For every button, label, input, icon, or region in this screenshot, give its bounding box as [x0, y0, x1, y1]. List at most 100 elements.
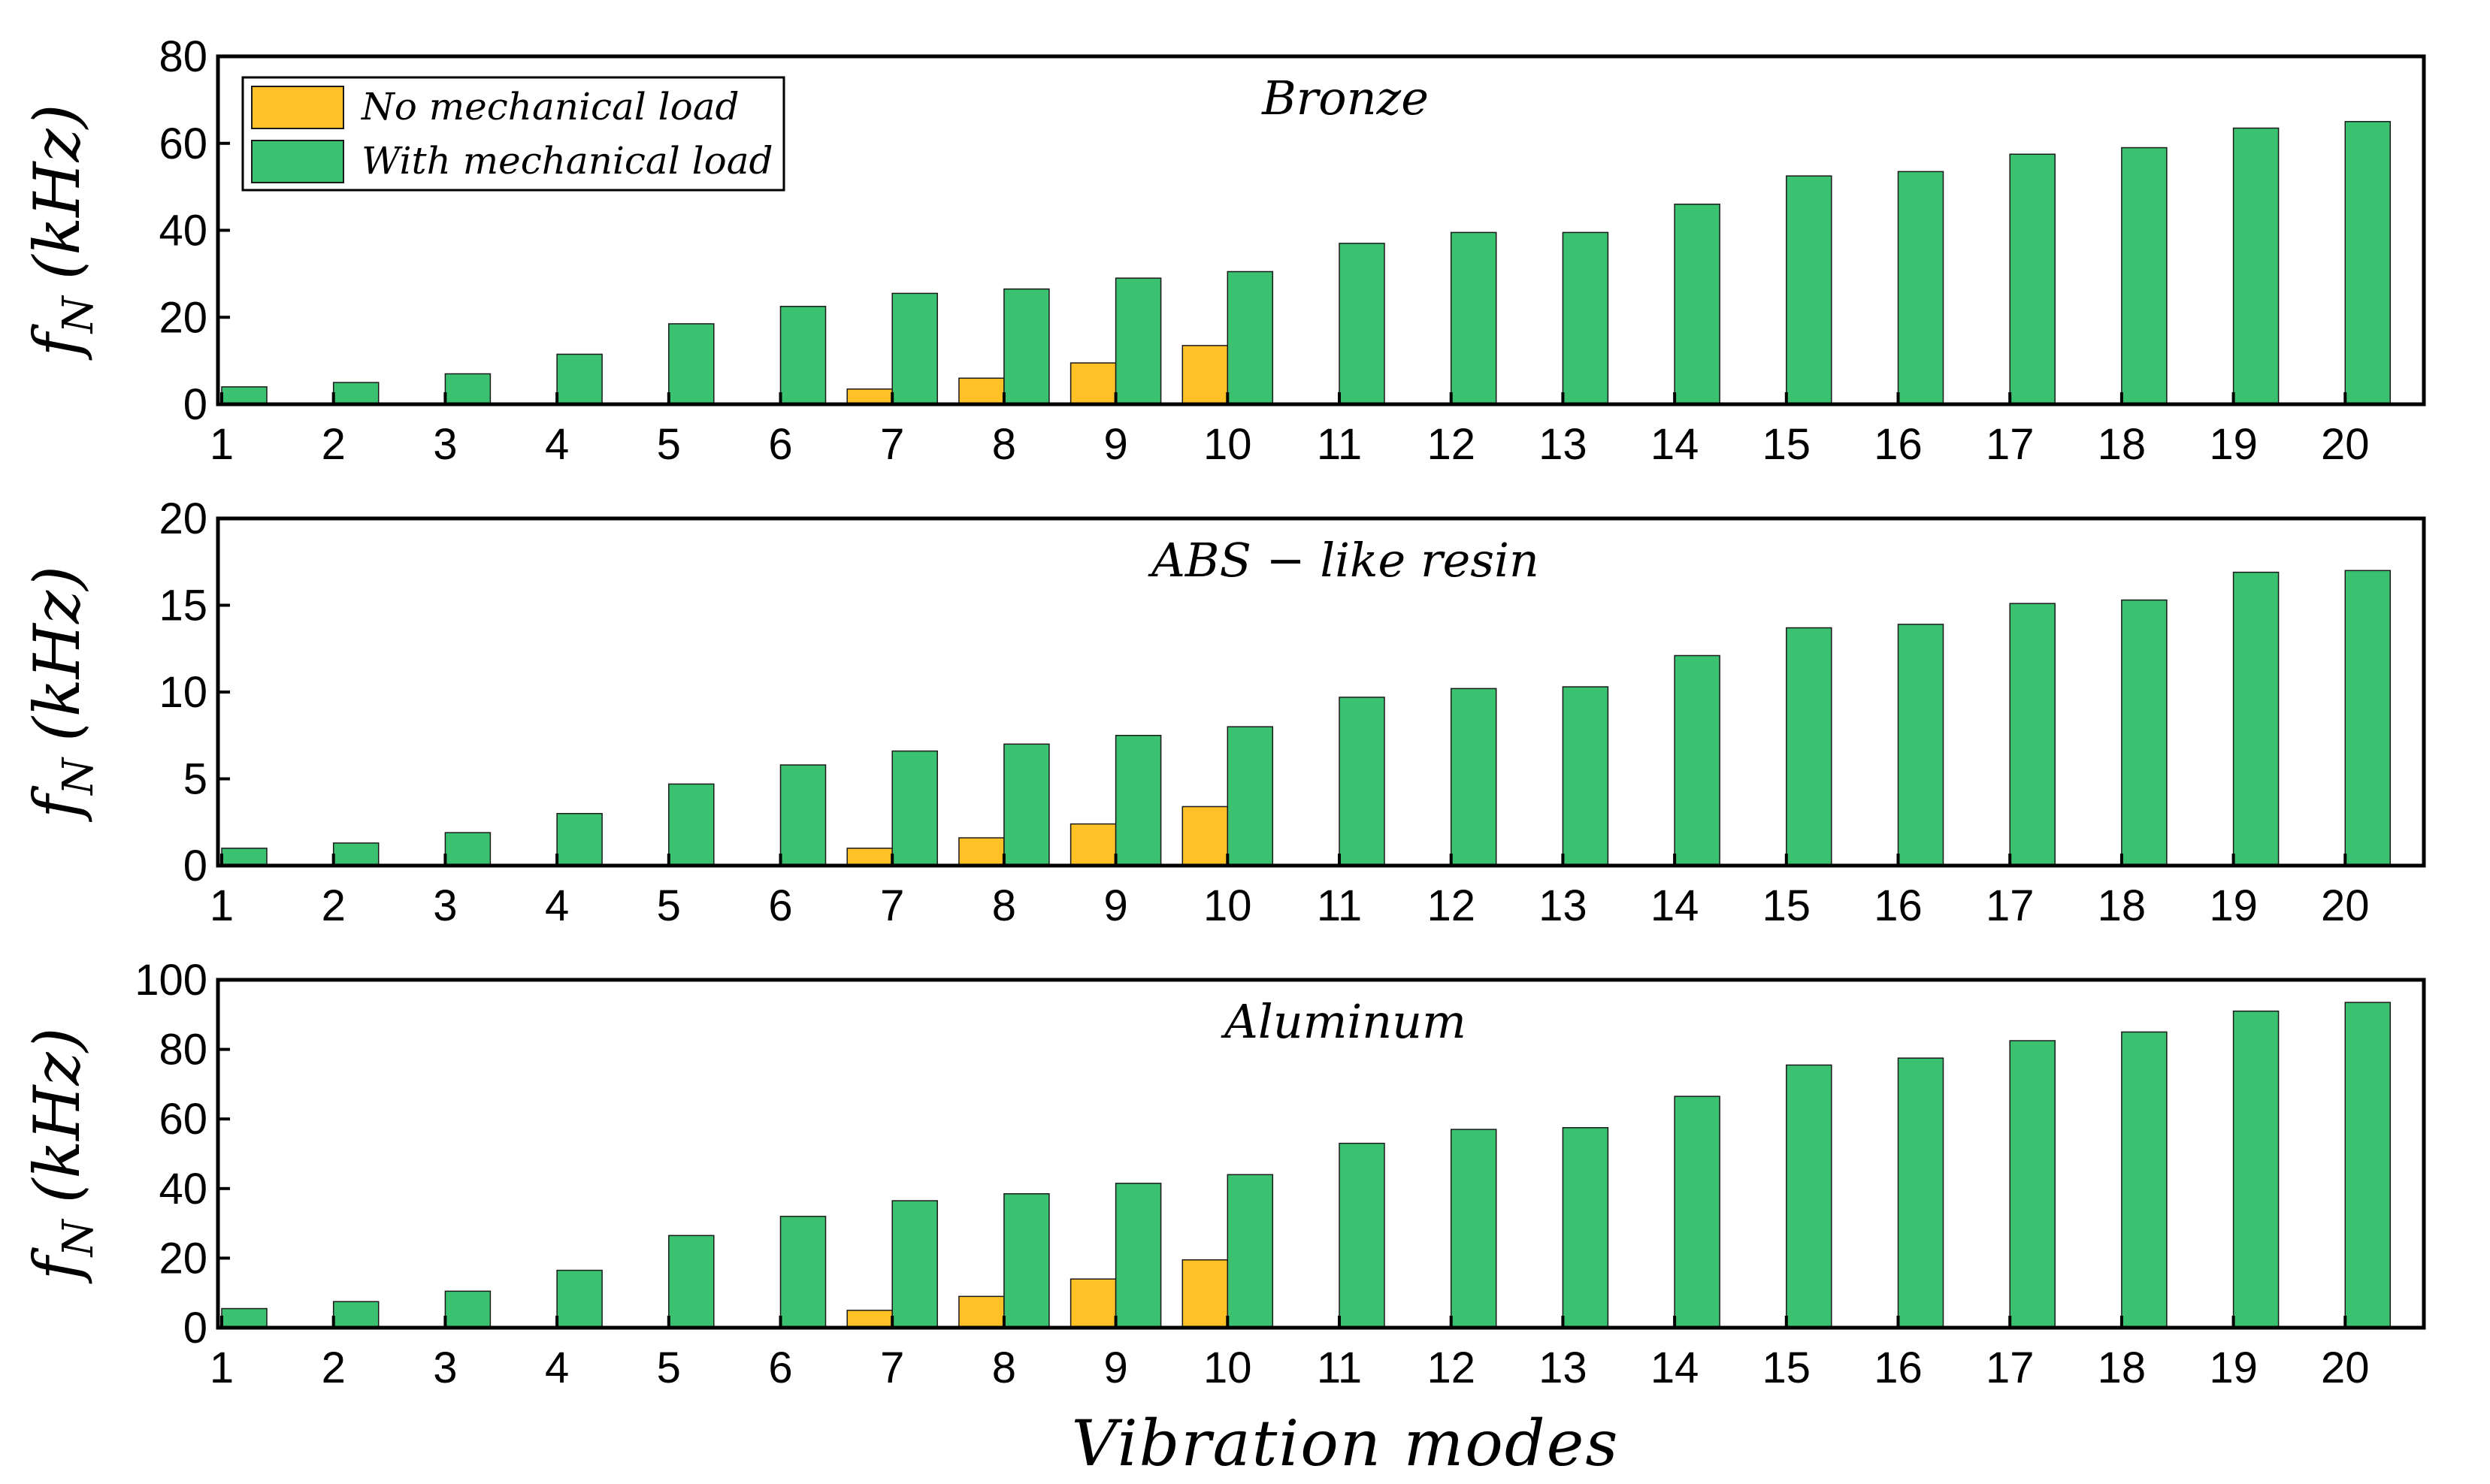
bar-with-load-mode-9 — [1115, 735, 1162, 866]
x-tick-label: 17 — [1986, 1343, 2035, 1392]
bar-with-load-mode-2 — [332, 842, 380, 866]
bar-with-load-mode-9 — [1115, 277, 1162, 405]
x-tick-label: 10 — [1203, 420, 1252, 469]
x-tick-label: 9 — [1103, 1343, 1127, 1392]
x-tick-label: 13 — [1538, 1343, 1587, 1392]
y-tick-label: 20 — [159, 1234, 207, 1283]
x-tick-label: 18 — [2098, 881, 2147, 930]
y-axis-label-unit: (kHz) — [20, 104, 94, 280]
bar-with-load-mode-13 — [1562, 686, 1609, 866]
y-axis-label-sub: N — [54, 295, 103, 334]
x-tick-label: 20 — [2321, 881, 2370, 930]
x-tick-label: 17 — [1986, 881, 2035, 930]
x-tick-label: 1 — [210, 881, 234, 930]
y-tick-label: 100 — [135, 956, 207, 1005]
bar-with-load-mode-8 — [1003, 288, 1050, 405]
x-tick-label: 9 — [1103, 420, 1127, 469]
y-tick-label: 60 — [159, 119, 207, 168]
x-tick-label: 20 — [2321, 1343, 2370, 1392]
bar-no-load-mode-7 — [846, 1310, 893, 1328]
y-axis-label: fN(kHz) — [20, 104, 103, 361]
x-tick-label: 17 — [1986, 420, 2035, 469]
bar-with-load-mode-10 — [1227, 726, 1274, 866]
bar-with-load-mode-3 — [444, 373, 492, 405]
y-tick-label: 0 — [183, 842, 207, 890]
bar-with-load-mode-14 — [1674, 1096, 1720, 1328]
x-tick-label: 16 — [1874, 420, 1923, 469]
y-axis-label-unit: (kHz) — [20, 566, 94, 742]
bar-with-load-mode-20 — [2344, 121, 2392, 405]
bar-with-load-mode-6 — [779, 306, 827, 405]
x-tick-label: 8 — [992, 881, 1016, 930]
x-tick-label: 8 — [992, 420, 1016, 469]
x-tick-label: 16 — [1874, 881, 1923, 930]
x-tick-label: 10 — [1203, 881, 1252, 930]
bar-no-load-mode-7 — [846, 388, 893, 405]
y-axis-label-unit: (kHz) — [20, 1027, 94, 1203]
x-tick-label: 4 — [545, 420, 569, 469]
y-tick-label: 20 — [159, 293, 207, 342]
x-tick-label: 10 — [1203, 1343, 1252, 1392]
bar-with-load-mode-16 — [1897, 1057, 1944, 1328]
bar-with-load-mode-19 — [2232, 127, 2280, 405]
bar-no-load-mode-8 — [958, 377, 1005, 405]
bar-with-load-mode-5 — [668, 783, 715, 866]
bar-with-load-mode-2 — [332, 1301, 380, 1328]
bar-with-load-mode-9 — [1115, 1183, 1162, 1328]
x-tick-label: 15 — [1762, 1343, 1811, 1392]
x-tick-label: 6 — [768, 881, 792, 930]
bar-with-load-mode-14 — [1674, 204, 1720, 405]
y-axis-label-sub: N — [54, 1218, 103, 1258]
y-tick-label: 5 — [183, 755, 207, 804]
x-tick-label: 15 — [1762, 420, 1811, 469]
legend-swatch-no-load — [251, 86, 344, 129]
bar-with-load-mode-3 — [444, 832, 492, 866]
y-tick-label: 60 — [159, 1095, 207, 1144]
x-tick-label: 2 — [322, 1343, 346, 1392]
x-tick-label: 7 — [880, 420, 904, 469]
x-tick-label: 19 — [2209, 881, 2258, 930]
bar-with-load-mode-15 — [1786, 175, 1832, 405]
x-tick-label: 16 — [1874, 1343, 1923, 1392]
bar-with-load-mode-1 — [221, 1307, 268, 1328]
y-axis-label: fN(kHz) — [20, 566, 103, 823]
y-tick-label: 80 — [159, 1026, 207, 1074]
x-tick-label: 13 — [1538, 420, 1587, 469]
bar-no-load-mode-9 — [1070, 1278, 1117, 1328]
bar-with-load-mode-10 — [1227, 1174, 1274, 1328]
bar-with-load-mode-7 — [891, 292, 938, 405]
x-axis-label: Vibration modes — [1072, 1407, 1620, 1480]
y-tick-label: 80 — [159, 32, 207, 81]
x-tick-label: 7 — [880, 1343, 904, 1392]
bar-no-load-mode-7 — [846, 848, 893, 866]
legend-swatch-with-load — [251, 140, 344, 183]
x-tick-label: 7 — [880, 881, 904, 930]
legend-label-no-load: No mechanical load — [361, 85, 740, 128]
x-tick-label: 13 — [1538, 881, 1587, 930]
bar-no-load-mode-8 — [958, 837, 1005, 866]
bar-no-load-mode-10 — [1181, 805, 1229, 866]
bar-with-load-mode-7 — [891, 750, 938, 866]
y-tick-label: 15 — [159, 582, 207, 630]
bar-with-load-mode-4 — [556, 812, 603, 866]
bar-no-load-mode-10 — [1181, 1259, 1229, 1328]
bar-with-load-mode-7 — [891, 1200, 938, 1328]
y-tick-label: 0 — [183, 380, 207, 429]
x-tick-label: 1 — [210, 420, 234, 469]
y-tick-label: 20 — [159, 494, 207, 543]
x-tick-label: 9 — [1103, 881, 1127, 930]
x-tick-label: 12 — [1427, 1343, 1475, 1392]
bar-with-load-mode-19 — [2232, 1010, 2280, 1328]
bar-with-load-mode-8 — [1003, 743, 1050, 866]
bar-no-load-mode-10 — [1181, 345, 1229, 405]
x-tick-label: 19 — [2209, 420, 2258, 469]
x-tick-label: 3 — [433, 881, 457, 930]
x-tick-label: 12 — [1427, 881, 1475, 930]
x-tick-label: 4 — [545, 1343, 569, 1392]
y-axis-label-sub: N — [54, 757, 103, 796]
x-tick-label: 11 — [1317, 1343, 1362, 1392]
x-tick-label: 14 — [1650, 420, 1699, 469]
